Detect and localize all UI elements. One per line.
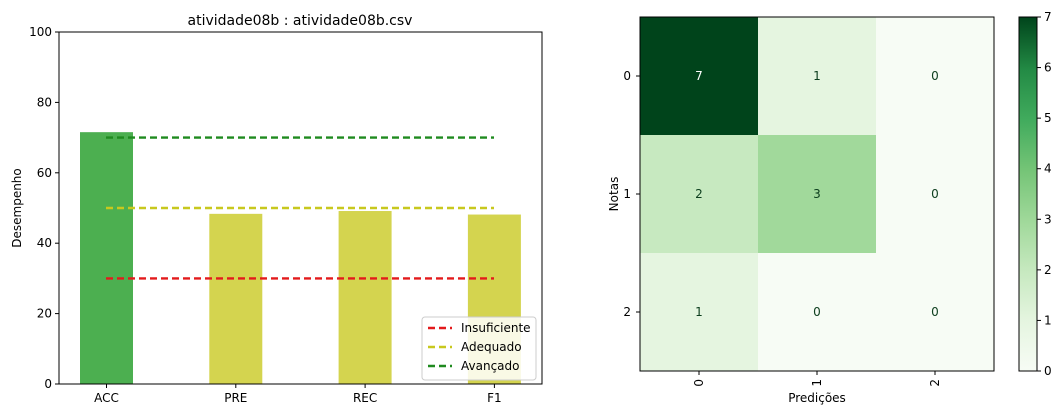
heatmap-cell-value: 1 [813,69,821,83]
x-tick-label: ACC [94,391,119,405]
chart-title: atividade08b : atividade08b.csv [188,13,413,29]
heatmap-y-label: Notas [607,177,621,212]
y-tick-label: 100 [29,25,52,39]
heatmap-y-ticks: 0 1 2 [623,69,640,319]
heatmap-cell [876,135,995,254]
confusion-matrix: 7 1 0 2 3 0 1 0 0 0 1 2 0 1 2 Notas Predições 0 1 2 3 4 5… [607,10,1052,405]
heatmap-x-ticks: 0 1 2 [692,371,942,387]
legend-label-avancado: Avançado [461,359,519,373]
colorbar-tick-label: 4 [1044,162,1052,176]
heatmap-cell [758,135,877,254]
bar-chart: atividade08b : atividade08b.csv Desempen… [10,13,543,405]
legend: Insuficiente Adequado Avançado [421,316,537,381]
colorbar-tick-label: 7 [1044,10,1052,24]
colorbar-tick-label: 3 [1044,212,1052,226]
x-axis-ticks: ACC PRE REC F1 [94,384,502,405]
heatmap-cell [640,135,759,254]
heatmap-y-tick-label: 2 [623,305,631,319]
reference-lines [106,136,494,280]
colorbar [1018,16,1038,372]
heatmap-cell-value: 7 [695,69,703,83]
heatmap-y-tick-label: 1 [623,187,631,201]
legend-box [421,316,537,381]
heatmap-cell [876,253,995,372]
colorbar-tick-label: 2 [1044,263,1052,277]
y-tick-label: 0 [44,377,52,391]
colorbar-tick-label: 5 [1044,111,1052,125]
colorbar-tick-label: 6 [1044,61,1052,75]
heatmap-x-tick-label: 2 [928,379,942,387]
heatmap-cell-value: 0 [813,305,821,319]
legend-label-adequado: Adequado [461,340,522,354]
bar-acc [80,132,133,385]
y-axis-ticks: 0 20 40 60 80 100 [29,25,59,391]
heatmap-cell [640,253,759,372]
heatmap-cell [876,17,995,136]
heatmap-cell [758,253,877,372]
heatmap-x-tick-label: 0 [692,379,706,387]
heatmap-cell [758,17,877,136]
y-tick-label: 60 [37,166,52,180]
heatmap-cell-value: 0 [931,69,939,83]
heatmap-cell-value: 0 [931,187,939,201]
x-tick-label: REC [353,391,377,405]
bar-pre [209,213,263,385]
colorbar-tick-label: 1 [1044,313,1052,327]
heatmap-cell-value: 1 [695,305,703,319]
heatmap-cell-value: 2 [695,187,703,201]
y-tick-label: 20 [37,307,52,321]
heatmap-cells: 7 1 0 2 3 0 1 0 0 [640,17,995,372]
x-tick-label: F1 [487,391,502,405]
y-tick-label: 80 [37,95,52,109]
legend-label-insuficiente: Insuficiente [461,321,531,335]
heatmap-x-tick-label: 1 [810,379,824,387]
plot-frame [58,31,543,385]
y-axis-label: Desempenho [10,168,24,248]
heatmap-cell-value: 0 [931,305,939,319]
colorbar-ticks: 0 1 2 3 4 5 6 7 [1037,10,1052,378]
heatmap-cell [640,17,759,136]
bar-rec [338,211,392,385]
x-tick-label: PRE [224,391,247,405]
colorbar-tick-label: 0 [1044,364,1052,378]
y-tick-label: 40 [37,236,52,250]
heatmap-x-label: Predições [788,391,846,405]
heatmap-cell-value: 3 [813,187,821,201]
heatmap-y-tick-label: 0 [623,69,631,83]
